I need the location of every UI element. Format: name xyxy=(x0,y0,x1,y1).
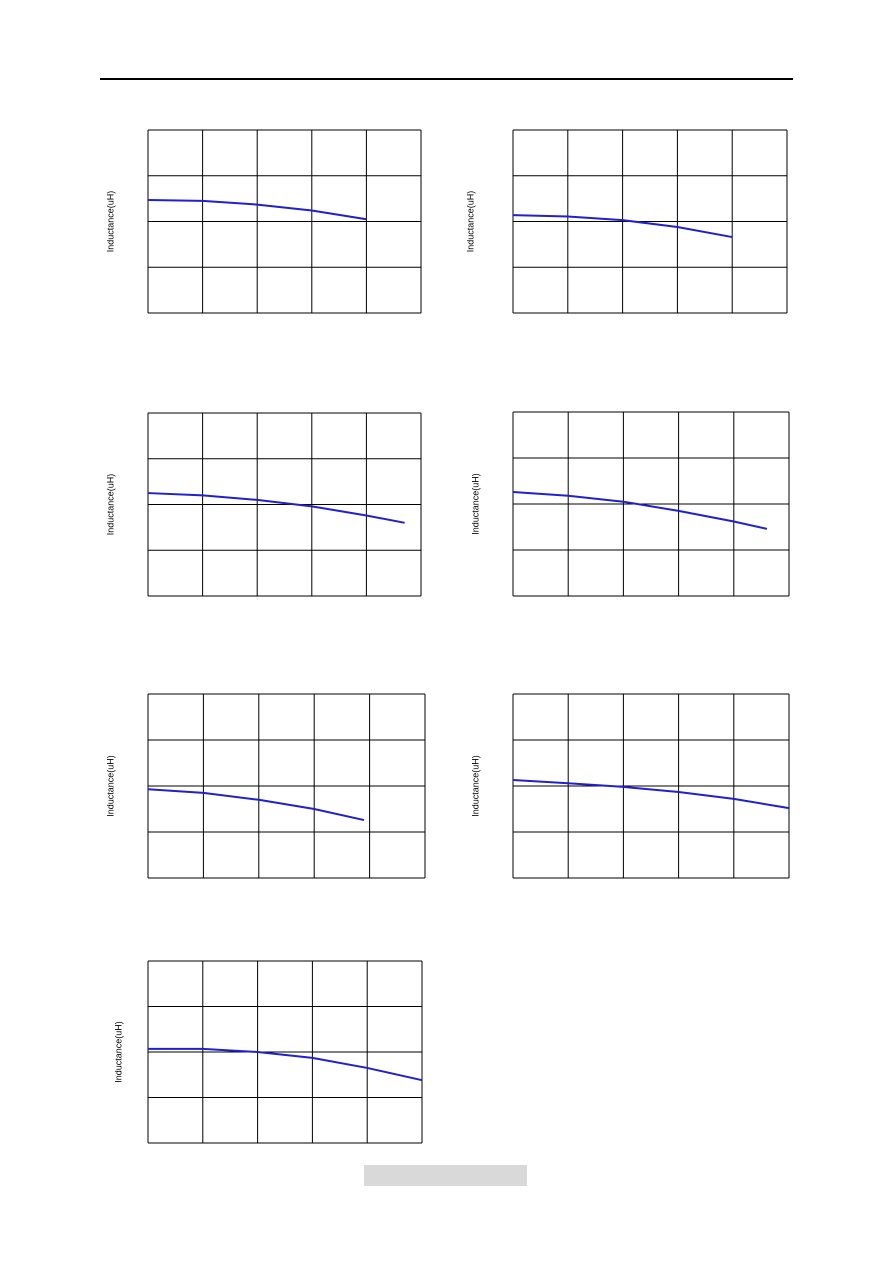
data-line xyxy=(512,779,790,810)
chart: Inductance(uH) xyxy=(470,411,790,597)
data-line xyxy=(147,198,367,221)
y-axis-label: Inductance(uH) xyxy=(470,755,480,817)
data-line xyxy=(512,214,733,239)
chart: Inductance(uH) xyxy=(105,693,426,879)
data-line xyxy=(512,491,768,530)
y-axis-label: Inductance(uH) xyxy=(105,755,115,817)
data-line xyxy=(147,788,365,822)
chart: Inductance(uH) xyxy=(470,693,790,879)
chart: Inductance(uH) xyxy=(113,960,423,1144)
footer-box xyxy=(364,1165,527,1186)
y-axis-label: Inductance(uH) xyxy=(113,1021,123,1083)
data-line xyxy=(148,1047,423,1082)
y-axis-label: Inductance(uH) xyxy=(105,474,115,536)
chart: Inductance(uH) xyxy=(105,412,422,597)
y-axis-label: Inductance(uH) xyxy=(465,191,475,253)
chart: Inductance(uH) xyxy=(105,129,422,314)
chart: Inductance(uH) xyxy=(465,129,788,314)
y-axis-label: Inductance(uH) xyxy=(470,473,480,535)
data-line xyxy=(147,492,405,524)
y-axis-label: Inductance(uH) xyxy=(105,191,115,253)
